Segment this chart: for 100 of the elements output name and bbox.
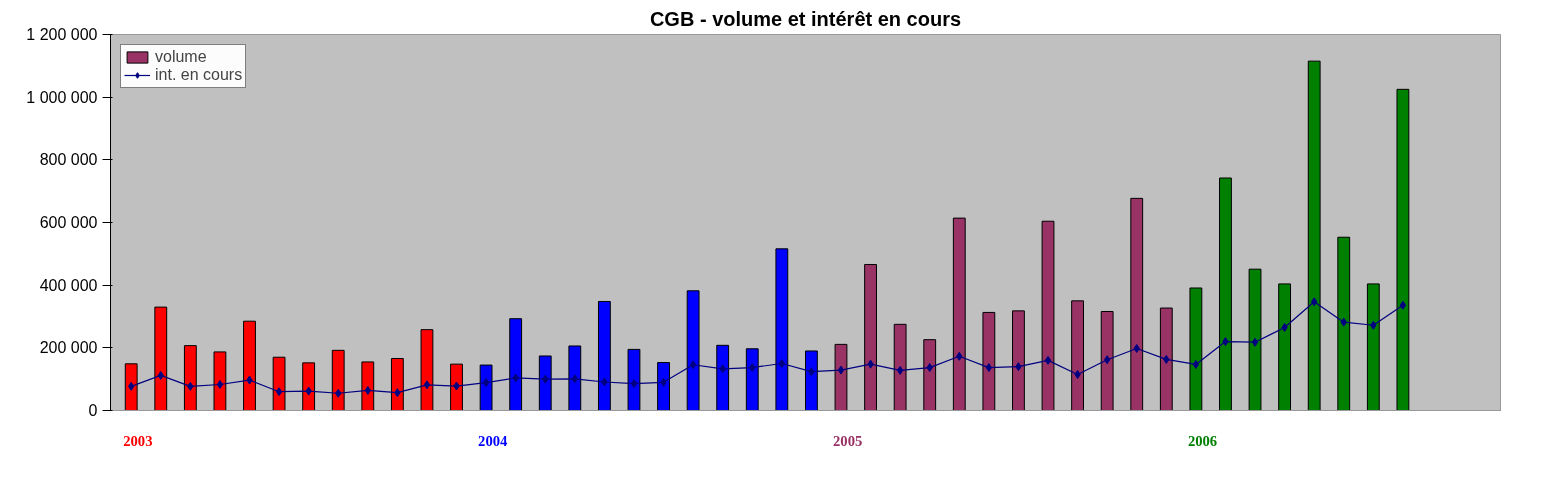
point [926,363,933,373]
point [571,374,578,384]
bar [302,362,316,411]
point [423,380,431,390]
bar [1337,236,1351,411]
text: 2006 [1187,432,1218,449]
point [305,386,312,396]
y-tick-label: 200 000 [39,339,98,357]
legend-label: int. en cours [155,66,243,84]
bar [952,217,966,411]
point [837,365,845,375]
point [364,385,371,395]
bar [1012,310,1025,411]
bar [657,362,670,411]
bar [1278,283,1292,411]
bar [183,345,197,411]
point [1163,354,1170,364]
bar [568,345,582,411]
y-tick-label: 0 [88,402,98,419]
bar [834,343,848,411]
point [630,379,638,389]
bar [1307,60,1321,411]
point [1015,362,1022,372]
bar [1396,88,1410,411]
point [660,377,667,387]
point [601,377,608,387]
bar [1219,177,1232,411]
bar [1189,287,1203,411]
text: 2004 [478,432,509,449]
text: 2003 [123,432,153,449]
point [394,388,401,398]
bar [450,363,463,411]
bar [1130,197,1144,411]
point [985,363,993,373]
bar [272,356,286,411]
y-tick-label: 800 000 [39,151,98,169]
text: 2005 [832,432,863,449]
y-tick-label: 600 000 [39,214,98,231]
bar [479,364,493,411]
bar [154,306,168,411]
bar [745,348,759,411]
bar [627,348,641,411]
bar [361,361,375,411]
bar [213,351,227,411]
bar [243,320,256,411]
bar [805,350,818,411]
point [1281,322,1288,332]
point [1340,317,1347,327]
point [719,364,726,374]
bar [1041,220,1055,411]
point [1399,300,1407,310]
point [128,381,135,391]
point [1192,359,1200,369]
point [482,378,490,388]
chart-title: CGB - volume et intérêt en cours [649,7,962,30]
point [1103,355,1111,365]
point [689,360,697,370]
bar [686,290,700,411]
legend-label: volume [155,48,207,66]
y-tick-label: 1 000 000 [26,88,98,106]
bar [1248,268,1262,411]
bar [390,357,404,411]
point [335,388,342,398]
point [1311,297,1318,307]
point [749,363,756,373]
point [808,367,815,377]
y-tick-label: 400 000 [39,276,98,294]
point [867,359,874,369]
point [512,373,519,383]
point [1370,320,1377,330]
bar [716,344,730,411]
point [157,370,164,380]
bar [124,363,138,411]
point [896,365,904,375]
bar [597,300,611,411]
point [246,375,253,385]
bar [893,323,907,411]
bar [864,263,877,411]
point [1251,337,1259,347]
bar [923,339,937,411]
bar [420,329,434,411]
point [275,387,283,397]
y-tick-label: 1 200 000 [26,26,98,43]
point [1074,369,1081,379]
point [187,381,194,391]
point [1222,337,1229,347]
bar [1159,307,1173,411]
bar [1100,310,1114,411]
bar [538,355,552,411]
bar [982,311,996,411]
point [453,381,460,391]
bar [331,349,345,411]
bar [775,248,789,411]
point [542,374,549,384]
point [1044,355,1052,365]
point [216,379,224,389]
point [956,351,963,361]
bar [1366,283,1380,411]
point [778,359,786,368]
bar [1071,300,1084,411]
